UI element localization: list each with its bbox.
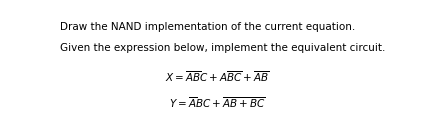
Text: Draw the NAND implementation of the current equation.: Draw the NAND implementation of the curr… <box>59 22 355 32</box>
Text: Given the expression below, implement the equivalent circuit.: Given the expression below, implement th… <box>59 43 385 53</box>
Text: $Y = \overline{A}BC + \overline{AB + BC}$: $Y = \overline{A}BC + \overline{AB + BC}… <box>169 95 265 110</box>
Text: $X = \overline{AB}C + A\overline{BC} + \overline{AB}$: $X = \overline{AB}C + A\overline{BC} + \… <box>165 69 270 84</box>
